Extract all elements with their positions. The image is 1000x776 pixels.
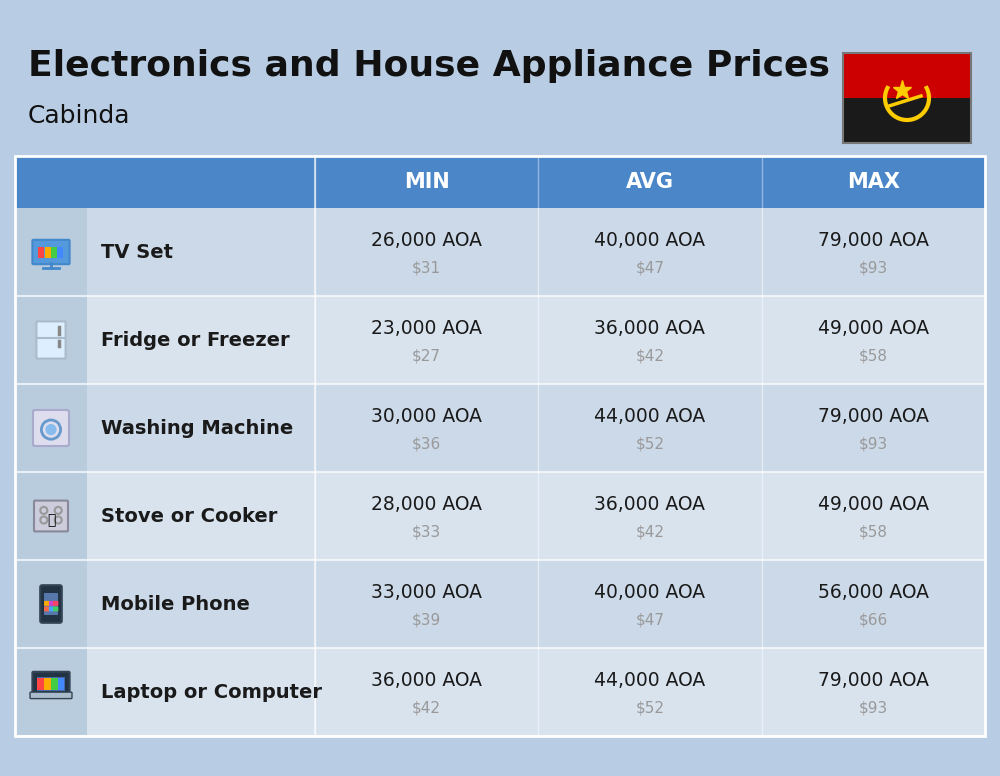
Text: $42: $42 [636,525,664,539]
Text: 36,000 AOA: 36,000 AOA [371,670,482,690]
Text: 33,000 AOA: 33,000 AOA [371,583,482,601]
FancyBboxPatch shape [40,585,62,623]
Text: AVG: AVG [626,172,674,192]
Text: Stove or Cooker: Stove or Cooker [101,507,277,525]
Text: 40,000 AOA: 40,000 AOA [594,583,706,601]
FancyBboxPatch shape [53,607,58,611]
Text: 🔥: 🔥 [47,513,55,527]
Text: 56,000 AOA: 56,000 AOA [818,583,929,601]
Text: $42: $42 [412,701,441,715]
FancyBboxPatch shape [843,98,971,143]
Text: TV Set: TV Set [101,242,173,262]
Text: $58: $58 [859,348,888,363]
FancyBboxPatch shape [15,208,985,296]
FancyBboxPatch shape [15,296,985,384]
FancyBboxPatch shape [32,672,70,695]
FancyBboxPatch shape [15,296,87,384]
Text: 23,000 AOA: 23,000 AOA [371,318,482,338]
FancyBboxPatch shape [53,601,58,606]
FancyBboxPatch shape [15,156,985,208]
Text: 40,000 AOA: 40,000 AOA [594,230,706,250]
FancyBboxPatch shape [49,607,54,611]
FancyBboxPatch shape [58,678,64,691]
Text: MIN: MIN [404,172,450,192]
FancyBboxPatch shape [15,472,985,560]
Text: 49,000 AOA: 49,000 AOA [818,318,929,338]
FancyBboxPatch shape [15,384,985,472]
Text: $39: $39 [412,612,441,628]
Text: 44,000 AOA: 44,000 AOA [594,407,706,425]
Text: $66: $66 [859,612,888,628]
Text: 79,000 AOA: 79,000 AOA [818,670,929,690]
FancyBboxPatch shape [15,648,87,736]
FancyBboxPatch shape [15,560,985,648]
Text: 79,000 AOA: 79,000 AOA [818,230,929,250]
FancyBboxPatch shape [44,678,51,691]
Text: $52: $52 [636,436,664,452]
FancyBboxPatch shape [51,678,58,691]
FancyBboxPatch shape [15,384,87,472]
Text: Electronics and House Appliance Prices: Electronics and House Appliance Prices [28,49,830,83]
Text: $52: $52 [636,701,664,715]
FancyBboxPatch shape [37,678,44,691]
Text: 28,000 AOA: 28,000 AOA [371,494,482,514]
FancyBboxPatch shape [37,677,65,691]
Text: Mobile Phone: Mobile Phone [101,594,250,614]
Text: MAX: MAX [847,172,900,192]
FancyBboxPatch shape [57,248,63,258]
FancyBboxPatch shape [15,208,87,296]
Text: Washing Machine: Washing Machine [101,418,293,438]
Text: 79,000 AOA: 79,000 AOA [818,407,929,425]
Text: 49,000 AOA: 49,000 AOA [818,494,929,514]
Text: $93: $93 [859,261,888,275]
Text: 36,000 AOA: 36,000 AOA [594,318,706,338]
Text: 30,000 AOA: 30,000 AOA [371,407,482,425]
Text: $36: $36 [412,436,441,452]
FancyBboxPatch shape [49,601,54,606]
Text: 36,000 AOA: 36,000 AOA [594,494,706,514]
FancyBboxPatch shape [843,53,971,98]
Text: 44,000 AOA: 44,000 AOA [594,670,706,690]
Circle shape [45,424,57,435]
Text: $47: $47 [636,261,664,275]
FancyBboxPatch shape [36,321,66,359]
Text: $31: $31 [412,261,441,275]
Text: Cabinda: Cabinda [28,104,130,128]
FancyBboxPatch shape [44,593,58,615]
FancyBboxPatch shape [32,240,70,264]
FancyBboxPatch shape [44,601,50,606]
FancyBboxPatch shape [34,501,68,532]
Text: $58: $58 [859,525,888,539]
Text: $47: $47 [636,612,664,628]
Text: Laptop or Computer: Laptop or Computer [101,683,322,702]
FancyBboxPatch shape [15,648,985,736]
Text: $93: $93 [859,436,888,452]
FancyBboxPatch shape [15,560,87,648]
Text: $93: $93 [859,701,888,715]
Text: $33: $33 [412,525,441,539]
Text: Fridge or Freezer: Fridge or Freezer [101,331,290,349]
FancyBboxPatch shape [30,692,72,698]
FancyBboxPatch shape [38,248,44,258]
Text: $42: $42 [636,348,664,363]
Text: $27: $27 [412,348,441,363]
FancyBboxPatch shape [15,472,87,560]
FancyBboxPatch shape [44,607,50,611]
FancyBboxPatch shape [45,248,51,258]
FancyBboxPatch shape [51,248,57,258]
Text: 26,000 AOA: 26,000 AOA [371,230,482,250]
FancyBboxPatch shape [33,410,69,446]
